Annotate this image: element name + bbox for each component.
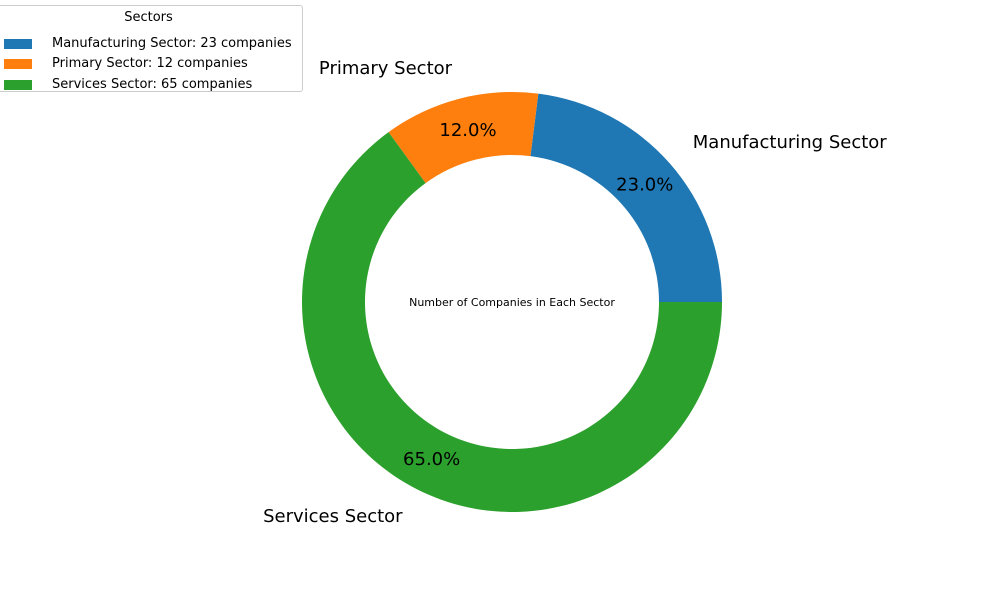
- category-label-services-sector: Services Sector: [263, 506, 403, 527]
- legend-swatch-services: [4, 80, 32, 90]
- donut-slices: [302, 92, 722, 512]
- legend-label-manufacturing: Manufacturing Sector: 23 companies: [52, 36, 292, 51]
- percent-label-manufacturing-sector: 23.0%: [616, 174, 673, 195]
- legend-label-primary: Primary Sector: 12 companies: [52, 56, 248, 71]
- percent-labels: 23.0% 12.0% 65.0%: [403, 120, 673, 470]
- legend-title: Sectors: [124, 10, 173, 25]
- category-label-primary-sector: Primary Sector: [319, 58, 453, 79]
- category-label-manufacturing-sector: Manufacturing Sector: [693, 132, 888, 153]
- chart-legend: Sectors Manufacturing Sector: 23 compani…: [0, 5, 303, 92]
- legend-swatch-primary: [4, 59, 32, 69]
- percent-label-primary-sector: 12.0%: [439, 120, 496, 141]
- slice-manufacturing-sector: [530, 93, 722, 302]
- legend-swatch-manufacturing: [4, 39, 32, 49]
- slice-primary-sector: [388, 92, 539, 184]
- category-labels: Manufacturing Sector Primary Sector Servic…: [263, 58, 887, 527]
- slice-services-sector: [302, 132, 722, 512]
- percent-label-services-sector: 65.0%: [403, 449, 460, 470]
- legend-label-services: Services Sector: 65 companies: [52, 77, 253, 92]
- donut-center-text: Number of Companies in Each Sector: [409, 296, 615, 309]
